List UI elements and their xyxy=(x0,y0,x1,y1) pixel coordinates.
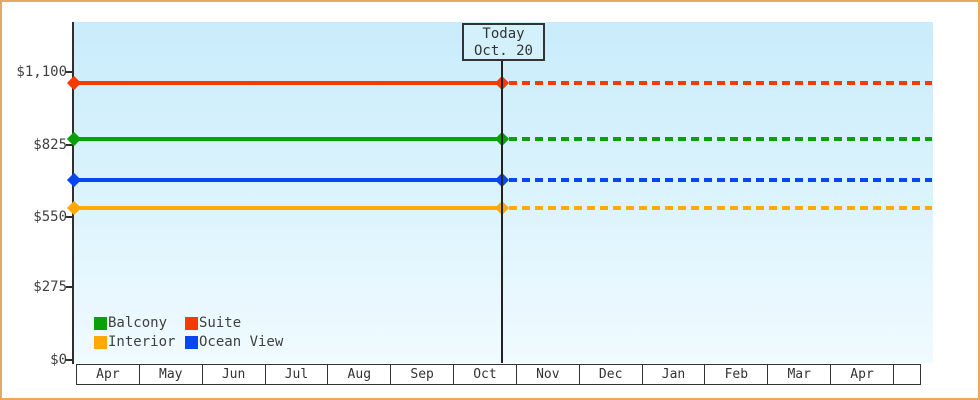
legend-label: Ocean View xyxy=(199,334,284,350)
y-axis-label: $825 xyxy=(33,137,67,153)
x-axis-month-row: Apr May Jun Jul Aug Sep Oct Nov Dec Jan … xyxy=(76,364,933,385)
month-cell: Apr xyxy=(830,364,894,385)
y-axis-line xyxy=(72,22,74,364)
month-cell: Oct xyxy=(453,364,517,385)
month-cell-empty xyxy=(892,364,921,385)
y-tick xyxy=(66,286,73,288)
month-cell: May xyxy=(138,364,203,385)
y-axis-label: $1,100 xyxy=(16,64,67,80)
series-suite-solid xyxy=(74,81,503,85)
y-tick xyxy=(66,71,73,73)
today-vertical-line xyxy=(501,59,503,363)
y-tick xyxy=(66,144,73,146)
month-cell: Dec xyxy=(578,364,643,385)
series-ocean-view-solid xyxy=(74,178,503,182)
legend-label: Suite xyxy=(199,315,242,331)
suite-swatch-icon xyxy=(185,316,198,330)
y-tick xyxy=(66,216,73,218)
y-axis-label: $275 xyxy=(33,279,67,295)
series-suite-dashed xyxy=(509,81,932,85)
series-balcony-solid xyxy=(74,137,503,141)
month-cell: Jan xyxy=(641,364,706,385)
series-balcony-dashed xyxy=(509,137,932,141)
month-cell: Aug xyxy=(327,364,392,385)
legend-item-suite: Suite xyxy=(185,316,241,330)
today-label: Today xyxy=(482,26,525,42)
series-interior-solid xyxy=(74,206,503,210)
y-axis-label: $550 xyxy=(33,209,67,225)
legend-label: Interior xyxy=(108,334,176,350)
balcony-swatch-icon xyxy=(94,316,107,330)
y-tick xyxy=(66,359,73,361)
legend-item-interior: Interior xyxy=(94,335,175,349)
month-cell: Jul xyxy=(264,364,329,385)
plot-area xyxy=(74,22,933,363)
month-cell: Apr xyxy=(76,364,140,385)
ocean-view-swatch-icon xyxy=(185,335,198,349)
month-cell: Sep xyxy=(390,364,455,385)
month-cell: Jun xyxy=(201,364,266,385)
month-cell: Mar xyxy=(767,364,832,385)
month-cell: Nov xyxy=(515,364,580,385)
today-annotation-box: Today Oct. 20 xyxy=(462,23,545,61)
month-cell: Feb xyxy=(704,364,769,385)
interior-swatch-icon xyxy=(94,335,107,349)
legend-item-ocean-view: Ocean View xyxy=(185,335,283,349)
series-interior-dashed xyxy=(509,206,932,210)
today-date: Oct. 20 xyxy=(473,43,533,59)
y-axis-label: $0 xyxy=(50,352,67,368)
series-ocean-view-dashed xyxy=(509,178,932,182)
legend-item-balcony: Balcony xyxy=(94,316,167,330)
legend-label: Balcony xyxy=(108,315,168,331)
